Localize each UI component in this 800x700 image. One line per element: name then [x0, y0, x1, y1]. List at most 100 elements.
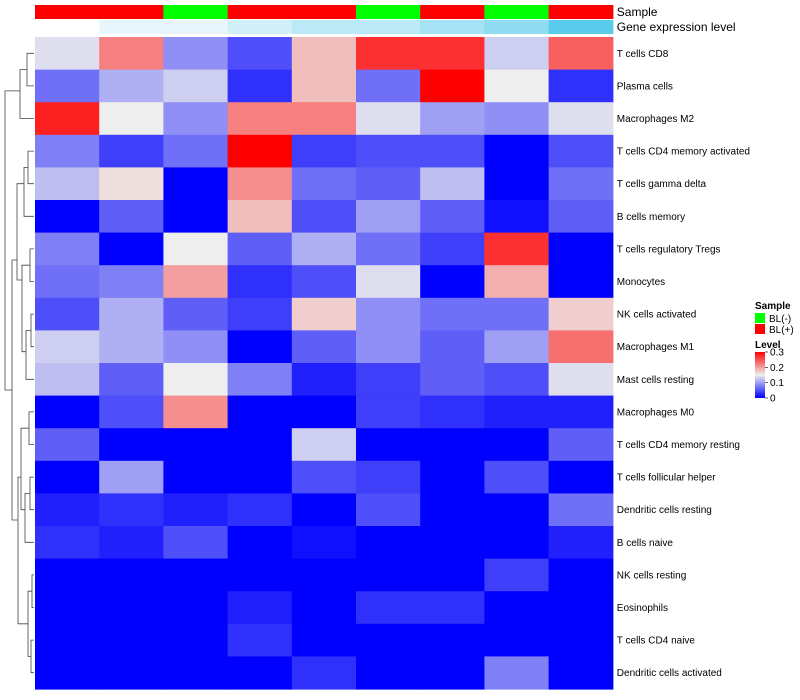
dendrogram-branch	[25, 330, 34, 380]
row-label: Dendritic cells resting	[617, 505, 712, 516]
heatmap-cell	[35, 656, 100, 690]
heatmap-cell	[227, 656, 293, 690]
heatmap-cell	[484, 395, 550, 429]
heatmap-cell	[420, 330, 485, 364]
heatmap-cell	[548, 102, 614, 136]
heatmap-cell	[99, 37, 164, 71]
heatmap-cell	[420, 493, 485, 527]
heatmap-cell	[99, 493, 164, 527]
legend-item-label: BL(+)	[769, 325, 794, 336]
gene-expression-annotation-cell	[291, 20, 357, 34]
heatmap-cell	[356, 428, 421, 462]
dendrogram-branch	[31, 574, 34, 608]
heatmap-cell	[227, 526, 293, 560]
heatmap-cell	[163, 134, 229, 168]
heatmap-cell	[420, 623, 485, 657]
heatmap-cell	[163, 232, 229, 266]
heatmap-cell	[99, 265, 164, 299]
heatmap-cell	[548, 265, 614, 299]
gene-expression-annotation-cell	[420, 20, 485, 34]
heatmap-cell	[163, 591, 229, 625]
heatmap-cell	[484, 493, 550, 527]
legend-swatch	[755, 324, 765, 334]
annotation-label-sample: Sample	[617, 5, 658, 19]
heatmap-cell	[35, 102, 100, 136]
heatmap-cell	[484, 591, 550, 625]
heatmap-cell	[484, 167, 550, 201]
heatmap-cell	[99, 656, 164, 690]
heatmap-cell	[35, 167, 100, 201]
row-label: T cells gamma delta	[617, 179, 707, 190]
heatmap-cell	[227, 363, 293, 397]
legend-tick-label: 0.1	[770, 378, 784, 389]
heatmap-cell	[291, 232, 357, 266]
heatmap-cell	[356, 656, 421, 690]
heatmap-cell	[356, 265, 421, 299]
heatmap-cell	[99, 395, 164, 429]
heatmap-cell	[548, 297, 614, 331]
heatmap-cell	[356, 232, 421, 266]
heatmap-cell	[35, 69, 100, 103]
heatmap-cell	[163, 526, 229, 560]
heatmap-cell	[548, 395, 614, 429]
heatmap-cell	[35, 428, 100, 462]
heatmap-cell	[291, 102, 357, 136]
heatmap-cell	[291, 623, 357, 657]
heatmap-cell	[548, 493, 614, 527]
heatmap-cell	[420, 395, 485, 429]
heatmap-cell	[227, 265, 293, 299]
heatmap-cell	[548, 167, 614, 201]
legend: Sample BL(-)BL(+) Level 0 0.1 0.2 0.3	[755, 301, 794, 405]
heatmap-cell	[291, 558, 357, 592]
heatmap-cell	[420, 428, 485, 462]
heatmap-cell	[291, 37, 357, 71]
heatmap-cell	[163, 167, 229, 201]
heatmap-cell	[291, 330, 357, 364]
heatmap-cell	[227, 460, 293, 494]
heatmap-cell	[99, 102, 164, 136]
heatmap-cell	[291, 656, 357, 690]
heatmap-cell	[420, 167, 485, 201]
heatmap-cell	[99, 200, 164, 234]
heatmap-cell	[291, 134, 357, 168]
heatmap-cell	[420, 200, 485, 234]
heatmap-cell	[227, 134, 293, 168]
heatmap-cell	[548, 428, 614, 462]
heatmap-cell	[548, 200, 614, 234]
heatmap-cell	[163, 493, 229, 527]
column-annotations	[35, 5, 614, 34]
heatmap-cell	[420, 134, 485, 168]
heatmap-cell	[227, 558, 293, 592]
heatmap-cell	[356, 37, 421, 71]
legend-swatch	[755, 313, 765, 323]
row-label: B cells memory	[617, 212, 685, 223]
heatmap-cell	[99, 591, 164, 625]
row-label: Macrophages M1	[617, 342, 695, 353]
heatmap-cells	[35, 37, 614, 690]
row-label: B cells naive	[617, 538, 674, 549]
legend-tick-label: 0	[770, 394, 776, 405]
heatmap-cell	[163, 330, 229, 364]
heatmap-cell	[35, 134, 100, 168]
gene-expression-annotation-cell	[227, 20, 293, 34]
heatmap-cell	[484, 69, 550, 103]
dendrogram-branch	[23, 167, 34, 217]
row-label: Dendritic cells activated	[617, 668, 722, 679]
heatmap-cell	[484, 200, 550, 234]
gene-expression-annotation-cell	[356, 20, 421, 34]
heatmap-cell	[99, 330, 164, 364]
heatmap-cell	[356, 623, 421, 657]
heatmap-cell	[548, 656, 614, 690]
dendrogram-branch	[19, 69, 34, 119]
heatmap-cell	[356, 493, 421, 527]
dendrogram-branch	[29, 248, 34, 282]
row-label: T cells CD4 memory resting	[617, 440, 740, 451]
heatmap-cell	[484, 37, 550, 71]
dendrogram-branch	[30, 313, 34, 348]
dendrogram-branch	[17, 476, 28, 625]
row-label: T cells CD4 memory activated	[617, 147, 750, 158]
heatmap-cell	[356, 200, 421, 234]
heatmap-cell	[99, 623, 164, 657]
heatmap-cell	[548, 623, 614, 657]
heatmap-cell	[163, 102, 229, 136]
